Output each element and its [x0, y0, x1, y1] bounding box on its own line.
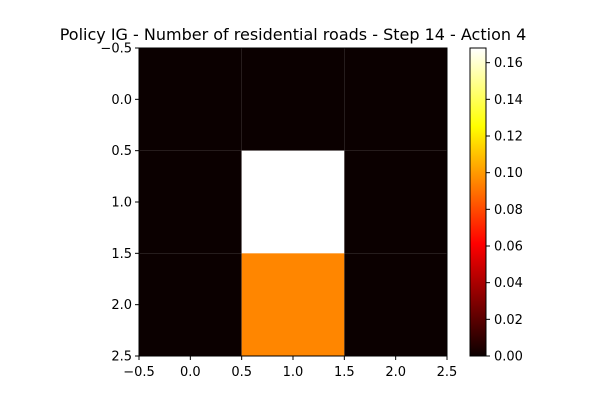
colorbar-tick-label: 0.02 [494, 313, 523, 328]
x-tick-label: 1.5 [334, 365, 355, 380]
heatmap-cell-r1-c2 [344, 150, 447, 254]
x-tick-label: −0.5 [123, 365, 155, 380]
y-tick-label: 2.0 [111, 298, 132, 313]
y-tick-label: −0.5 [100, 42, 132, 57]
y-tick-label: 1.0 [111, 196, 132, 211]
y-tick-label: 0.5 [111, 144, 132, 159]
heatmap-cell-r0-c1 [241, 48, 345, 151]
heatmap-cell-r2-c1 [241, 253, 345, 356]
heatmap-cell-r2-c2 [344, 253, 447, 356]
y-tick-label: 1.5 [111, 247, 132, 262]
y-axis: −0.5 0.0 0.5 1.0 1.5 2.0 2.5 [100, 42, 139, 365]
chart-title: Policy IG - Number of residential roads … [60, 25, 527, 44]
heatmap-cell-r0-c2 [344, 48, 447, 151]
x-tick-label: 2.5 [437, 365, 458, 380]
colorbar-tick-label: 0.04 [494, 276, 523, 291]
x-tick-label: 1.0 [283, 365, 304, 380]
x-tick-label: 2.0 [385, 365, 406, 380]
heatmap-cells [139, 48, 447, 356]
colorbar-tick-label: 0.16 [494, 56, 523, 71]
colorbar-tick-label: 0.00 [494, 350, 523, 365]
y-tick-label: 2.5 [111, 350, 132, 365]
heatmap-cell-r1-c1 [241, 150, 345, 254]
colorbar [469, 47, 487, 357]
x-tick-label: 0.0 [180, 365, 201, 380]
heatmap-cell-r1-c0 [139, 150, 242, 254]
colorbar-tick-label: 0.08 [494, 203, 523, 218]
colorbar-tick-label: 0.14 [494, 93, 523, 108]
x-tick-label: 0.5 [231, 365, 252, 380]
heatmap-cell-r0-c0 [139, 48, 242, 151]
colorbar-tick-label: 0.12 [494, 130, 523, 145]
colorbar-tick-label: 0.06 [494, 240, 523, 255]
heatmap-cell-r2-c0 [139, 253, 242, 356]
y-tick-label: 0.0 [111, 93, 132, 108]
colorbar-axis: 0.00 0.02 0.04 0.06 0.08 0.10 0.12 0.14 0.16 [486, 56, 523, 365]
x-axis: −0.5 0.0 0.5 1.0 1.5 2.0 2.5 [123, 356, 457, 380]
colorbar-tick-label: 0.10 [494, 166, 523, 181]
